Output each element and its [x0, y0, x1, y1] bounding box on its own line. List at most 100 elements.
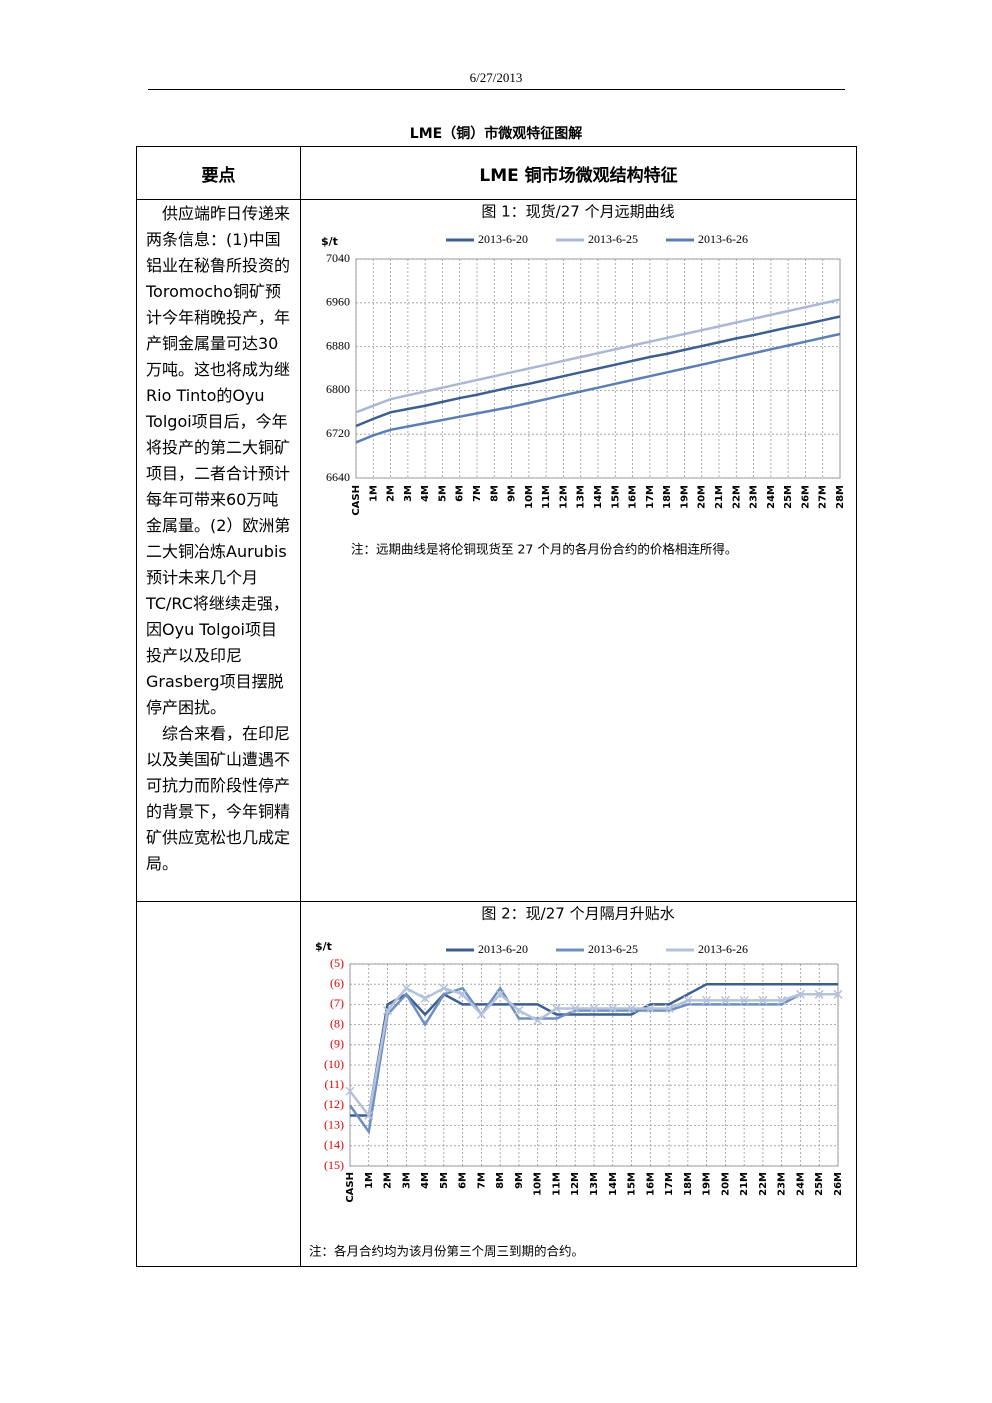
x-tick-label: 20M [697, 485, 708, 509]
legend-label: 2013-6-25 [588, 232, 638, 246]
x-tick-label: 11M [551, 1172, 562, 1196]
y-tick-label: (10) [324, 1057, 344, 1071]
y-tick-label: (6) [330, 976, 344, 990]
point-marker [627, 1003, 637, 1013]
x-tick-label: 1M [364, 1172, 375, 1189]
point-marker [795, 989, 805, 999]
x-tick-label: 6M [458, 1172, 469, 1189]
x-tick-label: 23M [749, 485, 760, 509]
x-tick-label: 20M [720, 1172, 731, 1196]
header-date: 6/27/2013 [469, 70, 523, 85]
y-tick-label: (15) [324, 1158, 344, 1172]
x-tick-label: 1M [368, 485, 379, 502]
x-tick-label: 4M [420, 1172, 431, 1189]
point-marker [458, 989, 468, 999]
x-tick-label: 6M [455, 485, 466, 502]
point-marker [476, 1009, 486, 1020]
series-line [355, 332, 841, 444]
x-tick-label: 10M [524, 485, 535, 509]
chart-title: 图 2：现/27 个月隔月升贴水 [481, 905, 674, 923]
chart-note: 注：各月合约均为该月份第三个周三到期的合约。 [309, 1244, 584, 1259]
chart-title: 图 1：现货/27 个月远期曲线 [481, 203, 674, 221]
x-tick-label: 15M [610, 485, 621, 509]
doc-title: LME（铜）市微观特征图解 [409, 126, 583, 142]
point-marker [551, 1003, 561, 1013]
point-marker [345, 1086, 355, 1096]
point-marker [720, 995, 730, 1005]
y-tick-label: (13) [324, 1117, 344, 1131]
y-tick-label: (11) [324, 1077, 344, 1091]
plot-frame [349, 963, 839, 1167]
point-marker [664, 1003, 674, 1013]
point-marker [758, 995, 768, 1005]
x-tick-label: 22M [731, 485, 742, 509]
paragraph: 综合来看，在印尼以及美国矿山遭遇不可抗力而阶段性停产的背景下，今年铜精矿供应宽松… [146, 724, 291, 873]
x-tick-label: CASH [345, 1172, 356, 1203]
header-rule [148, 89, 845, 90]
axis-unit: $/t [321, 235, 338, 248]
x-tick-label: 5M [439, 1172, 450, 1189]
axis-unit: $/t [315, 940, 332, 953]
x-tick-label: 17M [664, 1172, 675, 1196]
x-tick-label: 13M [589, 1172, 600, 1196]
y-tick-label: (5) [330, 956, 344, 970]
x-tick-label: 9M [514, 1172, 525, 1189]
point-marker [645, 1003, 655, 1013]
x-tick-label: 19M [679, 485, 690, 509]
table-cell [136, 901, 301, 1267]
point-marker [401, 983, 411, 993]
legend-label: 2013-6-26 [698, 942, 748, 956]
x-tick-label: 16M [645, 1172, 656, 1196]
y-tick-label: (14) [324, 1138, 344, 1152]
point-marker [420, 993, 430, 1003]
y-tick-label: 6800 [326, 382, 350, 396]
x-tick-label: 23M [777, 1172, 788, 1196]
point-marker [589, 1003, 599, 1013]
x-tick-label: 21M [739, 1172, 750, 1196]
y-tick-label: 6720 [326, 426, 350, 440]
x-tick-label: 22M [758, 1172, 769, 1196]
y-tick-label: (12) [324, 1097, 344, 1111]
chart: 图 2：现/27 个月隔月升贴水 $/t (5) (6) (7) (8) (9) (10) (1… [309, 905, 844, 1259]
point-marker [683, 995, 693, 1005]
chart: 图 1：现货/27 个月远期曲线 $/t 6640 6720 6800 6880 6960 7… [321, 203, 846, 557]
x-tick-label: 18M [683, 1172, 694, 1196]
table-header-cell: 要点 [136, 146, 301, 200]
y-tick-label: (7) [330, 996, 344, 1010]
x-tick-label: 11M [541, 485, 552, 509]
legend-label: 2013-6-26 [698, 232, 748, 246]
x-tick-label: 21M [714, 485, 725, 509]
x-tick-label: 26M [800, 485, 811, 509]
paragraph: 供应端昨日传递来两条信息：(1)中国铝业在秘鲁所投资的Toromocho铜矿预计… [146, 204, 291, 717]
point-marker [570, 1003, 580, 1013]
x-tick-label: 13M [576, 485, 587, 509]
x-tick-label: 7M [472, 485, 483, 502]
x-tick-label: 24M [766, 485, 777, 509]
plot-frame [355, 258, 841, 479]
x-tick-label: 2M [386, 485, 397, 502]
x-tick-label: 26M [833, 1172, 844, 1196]
x-tick-label: 14M [608, 1172, 619, 1196]
x-tick-label: 3M [403, 485, 414, 502]
point-marker [739, 995, 749, 1005]
x-tick-label: 12M [558, 485, 569, 509]
key-points: 供应端昨日传递来两条信息：(1)中国铝业在秘鲁所投资的Toromocho铜矿预计… [146, 201, 291, 877]
y-tick-label: 6640 [326, 470, 350, 484]
x-tick-label: 5M [437, 485, 448, 502]
legend-label: 2013-6-25 [588, 942, 638, 956]
point-marker [777, 995, 787, 1005]
point-marker [814, 989, 824, 999]
y-tick-label: 6880 [326, 338, 350, 352]
x-tick-label: 3M [401, 1172, 412, 1189]
x-tick-label: 4M [420, 485, 431, 502]
x-tick-label: 2M [383, 1172, 394, 1189]
x-tick-label: 14M [593, 485, 604, 509]
point-marker [439, 983, 449, 993]
y-tick-label: (9) [330, 1037, 344, 1051]
point-marker [364, 1110, 374, 1121]
point-marker [495, 989, 505, 999]
x-tick-label: 7M [476, 1172, 487, 1189]
x-tick-label: 25M [814, 1172, 825, 1196]
legend-label: 2013-6-20 [478, 942, 528, 956]
point-marker [383, 1005, 393, 1015]
